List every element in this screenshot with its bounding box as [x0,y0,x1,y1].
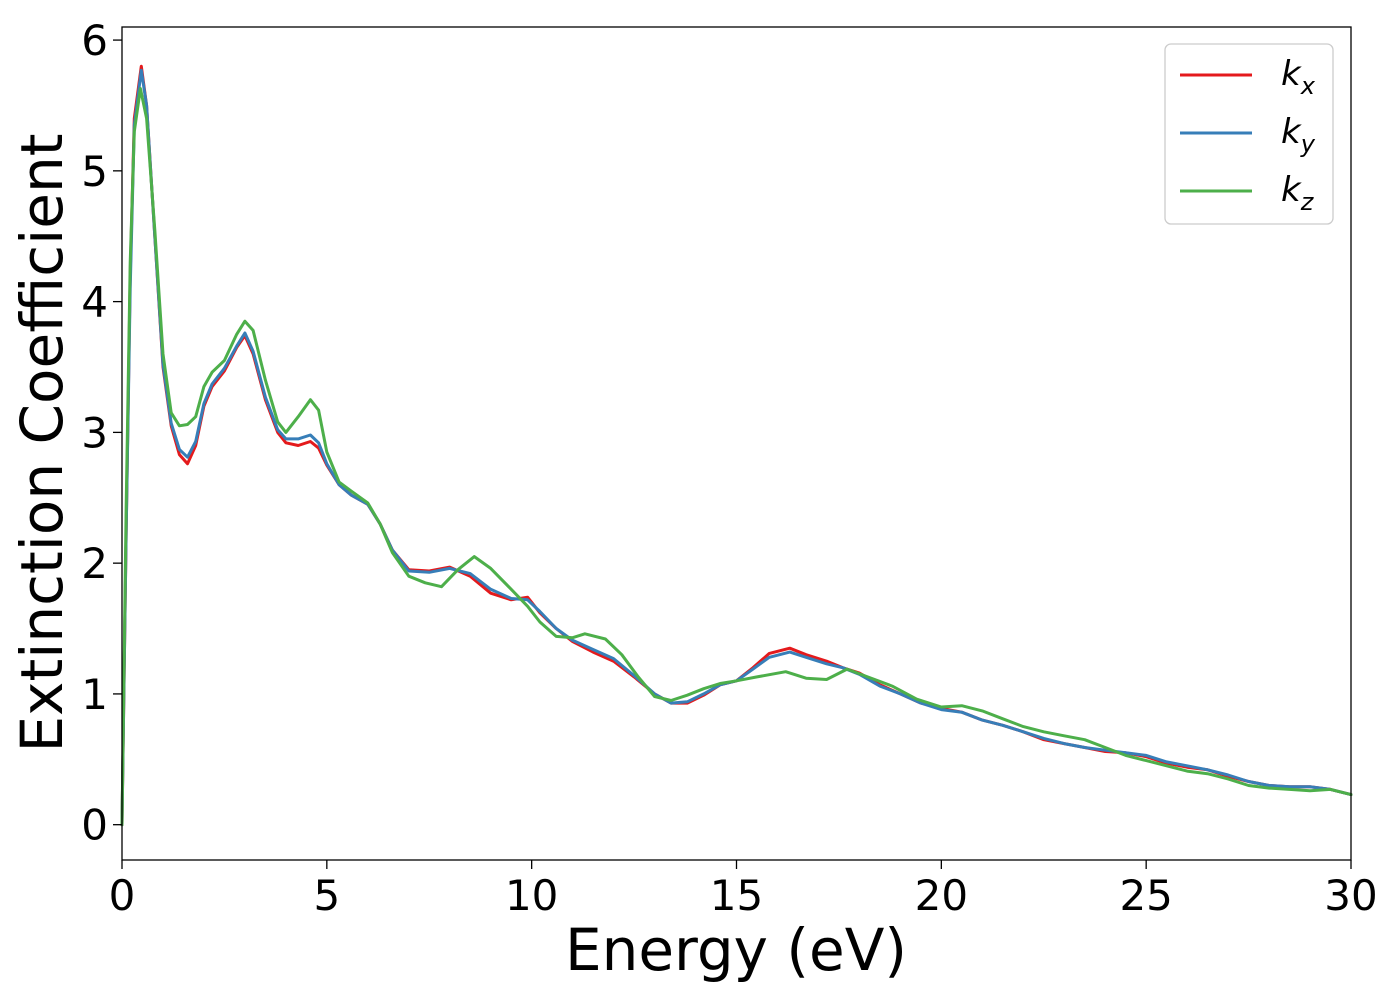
x-tick-label: 15 [710,871,763,920]
y-tick-label: 1 [81,670,108,719]
series-line-kz [120,87,1353,827]
x-tick-label: 0 [109,871,136,920]
y-tick-label: 4 [81,278,108,327]
y-axis-title: Extinction Coefficient [8,134,76,753]
y-tick-label: 0 [81,801,108,850]
y-axis-ticks: 0 1 2 3 4 5 6 [81,16,122,850]
y-tick-label: 3 [81,408,108,457]
x-tick-label: 30 [1324,871,1377,920]
y-tick-label: 6 [81,16,108,65]
series-line-ky [120,68,1353,827]
x-axis-title: Energy (eV) [565,916,907,984]
x-axis-ticks: 0 5 10 15 20 25 30 [109,860,1378,920]
x-tick-label: 5 [313,871,340,920]
x-tick-label: 25 [1119,871,1172,920]
x-tick-label: 20 [915,871,968,920]
legend-label-kz: kz [1281,170,1315,216]
x-tick-label: 10 [505,871,558,920]
y-tick-label: 2 [81,539,108,588]
y-tick-label: 5 [81,147,108,196]
plot-lines [120,64,1353,827]
